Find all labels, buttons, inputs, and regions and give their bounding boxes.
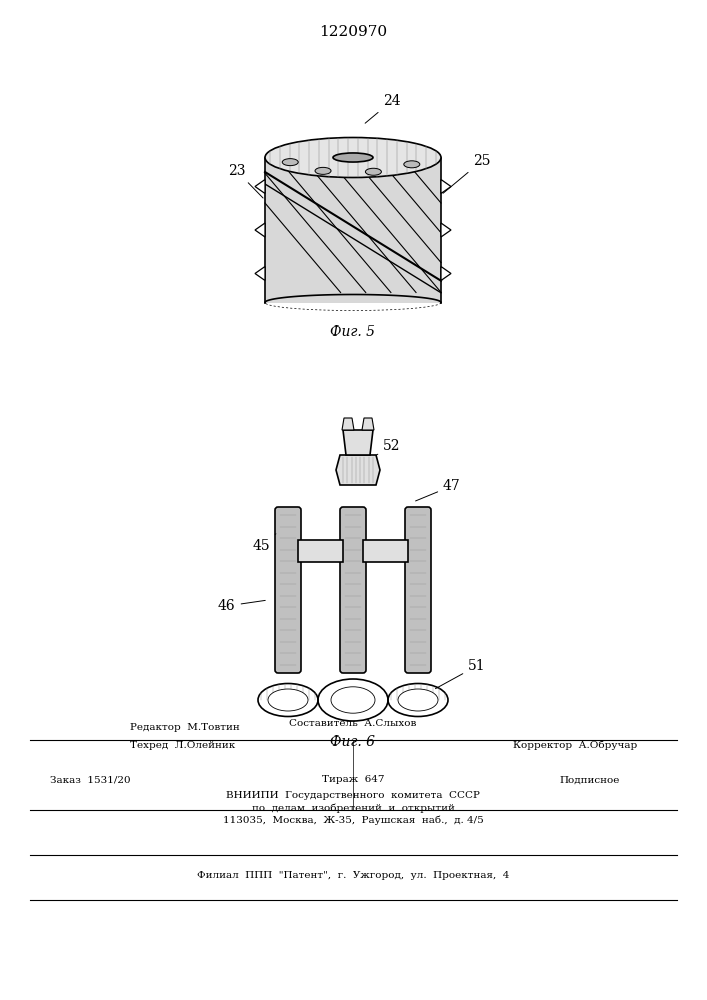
FancyBboxPatch shape <box>340 507 366 673</box>
Polygon shape <box>265 157 441 302</box>
Ellipse shape <box>331 687 375 713</box>
Polygon shape <box>343 430 373 455</box>
Text: Корректор  А.Обручар: Корректор А.Обручар <box>513 740 637 750</box>
Polygon shape <box>441 223 451 237</box>
Ellipse shape <box>366 168 381 175</box>
Text: Подписное: Подписное <box>560 776 620 784</box>
Text: 25: 25 <box>443 154 491 193</box>
FancyBboxPatch shape <box>275 507 301 673</box>
Text: 47: 47 <box>416 479 461 501</box>
Polygon shape <box>342 418 354 430</box>
Polygon shape <box>255 266 265 280</box>
Text: 113035,  Москва,  Ж-35,  Раушская  наб.,  д. 4/5: 113035, Москва, Ж-35, Раушская наб., д. … <box>223 815 484 825</box>
Ellipse shape <box>315 167 331 174</box>
Text: Составитель  А.Слыхов: Составитель А.Слыхов <box>289 718 416 728</box>
Polygon shape <box>441 180 451 194</box>
Text: 51: 51 <box>436 659 486 689</box>
Ellipse shape <box>404 161 420 168</box>
Text: 24: 24 <box>365 94 401 123</box>
Polygon shape <box>255 180 265 194</box>
Text: Фиг. 5: Фиг. 5 <box>330 325 375 339</box>
Ellipse shape <box>333 153 373 162</box>
Text: Филиал  ППП  "Патент",  г.  Ужгород,  ул.  Проектная,  4: Филиал ППП "Патент", г. Ужгород, ул. Про… <box>197 870 509 880</box>
Text: Фиг. 6: Фиг. 6 <box>330 735 375 749</box>
Polygon shape <box>362 418 374 430</box>
Ellipse shape <box>265 137 441 178</box>
Ellipse shape <box>268 689 308 711</box>
Text: Редактор  М.Товтин: Редактор М.Товтин <box>130 724 240 732</box>
Bar <box>298 540 343 562</box>
Text: Техред  Л.Олейник: Техред Л.Олейник <box>130 740 235 750</box>
Text: 23: 23 <box>228 164 263 198</box>
Ellipse shape <box>282 159 298 166</box>
Text: ВНИИПИ  Государственного  комитета  СССР: ВНИИПИ Государственного комитета СССР <box>226 790 480 800</box>
Polygon shape <box>441 266 451 280</box>
Text: Тираж  647: Тираж 647 <box>322 776 384 784</box>
Text: 45: 45 <box>253 534 276 553</box>
Text: 1220970: 1220970 <box>319 25 387 39</box>
Text: 52: 52 <box>370 439 400 459</box>
Bar <box>363 540 408 562</box>
Ellipse shape <box>398 689 438 711</box>
Polygon shape <box>255 223 265 237</box>
FancyBboxPatch shape <box>405 507 431 673</box>
Text: по  делам  изобретений  и  открытий: по делам изобретений и открытий <box>252 803 455 813</box>
Text: 46: 46 <box>218 599 265 613</box>
Text: Заказ  1531/20: Заказ 1531/20 <box>49 776 130 784</box>
Polygon shape <box>336 455 380 485</box>
